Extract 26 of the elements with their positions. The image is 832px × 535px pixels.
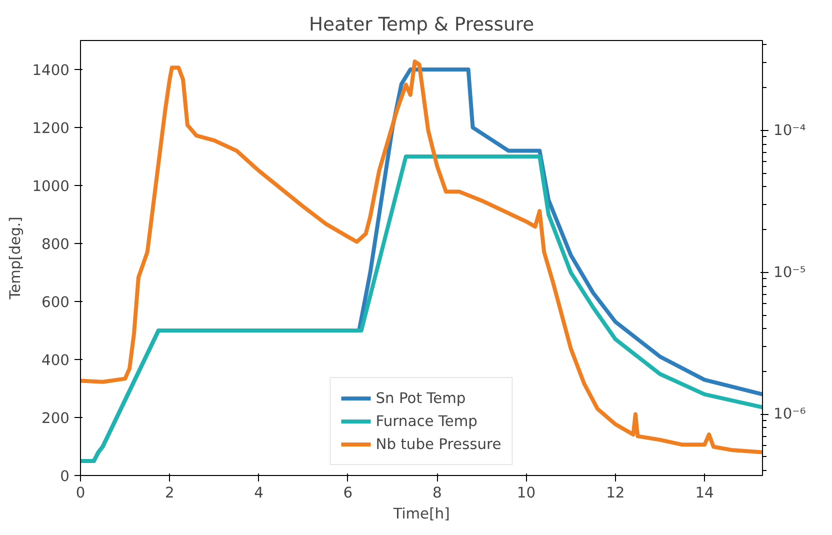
y-tick-label: 1000: [32, 178, 70, 195]
y2-tick-label: 10⁻⁴: [774, 122, 806, 139]
x-tick-label: 6: [343, 484, 353, 502]
x-tick-label: 2: [164, 484, 174, 502]
y2-tick-label: 10⁻⁶: [774, 406, 806, 423]
y-tick-label: 0: [60, 468, 70, 485]
legend-label: Nb tube Pressure: [376, 436, 502, 452]
chart-title: Heater Temp & Pressure: [308, 14, 534, 36]
x-tick-label: 14: [695, 484, 714, 502]
legend-label: Furnace Temp: [376, 412, 478, 430]
y-tick-label: 800: [42, 236, 70, 253]
y2-tick-label: 10⁻⁵: [774, 264, 806, 281]
x-tick-label: 4: [254, 484, 264, 502]
x-tick-label: 10: [516, 484, 536, 502]
x-tick-label: 8: [432, 484, 442, 502]
y-tick-label: 1400: [32, 62, 70, 79]
x-axis-title: Time[h]: [392, 506, 450, 522]
line-series: [80, 154, 762, 463]
y-tick-label: 600: [42, 294, 70, 311]
x-tick-label: 12: [606, 484, 625, 502]
x-tick-label: 0: [76, 484, 86, 502]
legend-label: Sn Pot Temp: [376, 390, 466, 406]
y-tick-label: 200: [42, 410, 70, 427]
y-tick-label: 400: [42, 352, 70, 369]
y-axis-title: Temp[deg.]: [7, 216, 24, 300]
y-tick-label: 1200: [32, 120, 70, 137]
